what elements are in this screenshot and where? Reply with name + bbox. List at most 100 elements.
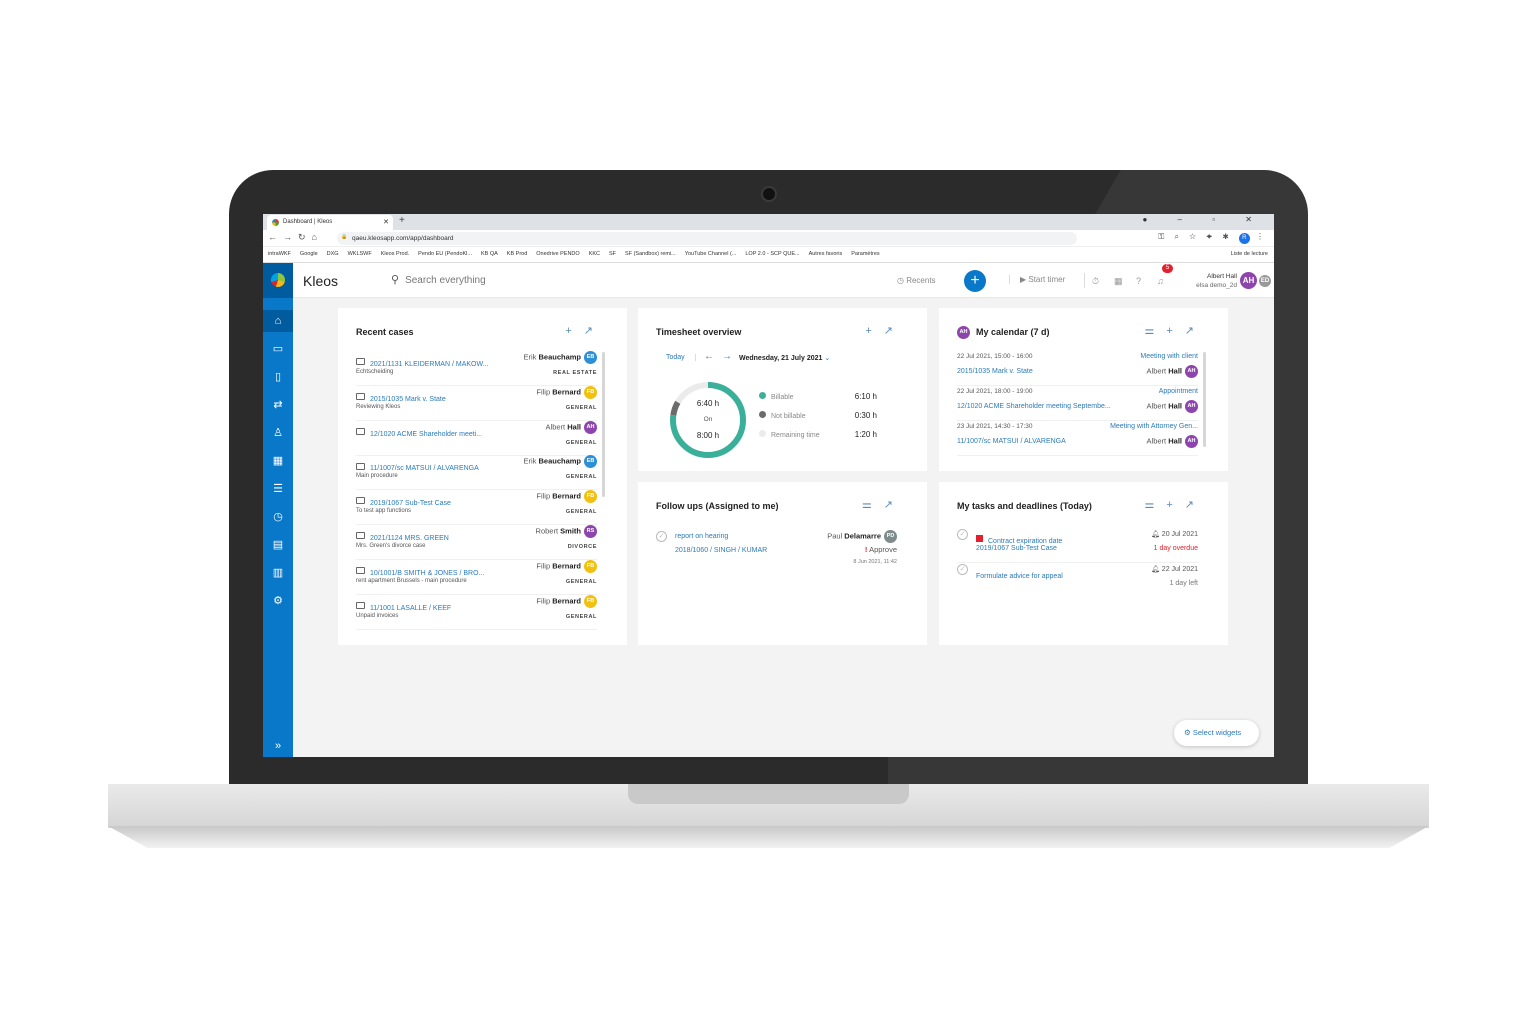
case-row[interactable]: 12/1020 ACME Shareholder meeti... Albert…: [356, 420, 597, 456]
add-button[interactable]: +: [964, 270, 986, 292]
case-link[interactable]: 11/1001 LASALLE / KEEF: [370, 604, 452, 612]
nav-buttons[interactable]: ←→↻⌂: [268, 232, 323, 242]
widget-actions[interactable]: +↗: [565, 324, 605, 337]
kleos-logo[interactable]: [263, 263, 293, 298]
case-description: Echtscheiding: [356, 369, 394, 375]
browser-tab[interactable]: Dashboard | Kleos ✕: [267, 215, 393, 230]
bookmark-item[interactable]: DXG: [326, 251, 339, 257]
followup-item[interactable]: ✓ report on hearing 2018/1060 / SINGH / …: [656, 530, 897, 570]
task-item[interactable]: ✓ Formulate advice for appeal 🔔︎ 22 Jul …: [957, 563, 1198, 598]
window-controls[interactable]: ● – ▫ ✕: [1142, 215, 1266, 224]
case-link[interactable]: 2021/1131 KLEIDERMAN / MAKOW...: [370, 361, 489, 368]
followup-title[interactable]: report on hearing: [675, 533, 729, 540]
case-row[interactable]: 11/1001 LASALLE / KEEF Unpaid invoices F…: [356, 594, 597, 630]
user-avatar[interactable]: AH: [1240, 272, 1257, 289]
home-icon[interactable]: ⌂: [263, 310, 293, 332]
task-item[interactable]: ✓ Contract expiration date 2019/1067 Sub…: [957, 528, 1198, 563]
timer-icon[interactable]: ◷: [273, 511, 283, 523]
case-row[interactable]: 2021/1131 KLEIDERMAN / MAKOW... Echtsche…: [356, 351, 597, 386]
scrollbar[interactable]: [602, 352, 605, 497]
check-circle-icon[interactable]: ✓: [957, 564, 968, 575]
reading-list[interactable]: Liste de lecture: [1230, 251, 1268, 257]
bookmark-item[interactable]: Google: [299, 251, 318, 257]
case-link[interactable]: 2021/1124 MRS. GREEN: [370, 535, 449, 542]
task-case-link[interactable]: 2019/1067 Sub-Test Case: [976, 545, 1057, 552]
folder-icon: [356, 393, 365, 401]
task-title[interactable]: Contract expiration date: [988, 538, 1063, 545]
contact-icon[interactable]: ♙: [273, 427, 283, 439]
bookmark-item[interactable]: Pendo EU (PendoKl...: [418, 251, 472, 257]
priority-flag-icon: [976, 535, 983, 543]
document-icon[interactable]: ▯: [274, 371, 282, 383]
billing-icon[interactable]: ▤: [272, 539, 284, 551]
search-input[interactable]: ⚲ Search everything: [391, 274, 486, 286]
widget-actions[interactable]: ⚌↗: [862, 498, 905, 511]
case-row[interactable]: 2019/1067 Sub-Test Case To test app func…: [356, 490, 597, 526]
bookmark-item[interactable]: KB QA: [480, 251, 498, 257]
transfer-icon[interactable]: ⇄: [273, 399, 283, 411]
bell-icon[interactable]: ♫: [1157, 276, 1164, 286]
bookmark-item[interactable]: intraWKF: [268, 251, 291, 257]
expand-icon[interactable]: »: [274, 740, 282, 752]
followup-case-link[interactable]: 2018/1060 / SINGH / KUMAR: [675, 547, 768, 554]
check-circle-icon[interactable]: ✓: [656, 531, 667, 542]
folder-icon[interactable]: ▭: [272, 343, 284, 355]
stopwatch-icon[interactable]: ⏱: [1092, 276, 1100, 286]
select-widgets-button[interactable]: ⚙ Select widgets: [1174, 720, 1259, 746]
today-button[interactable]: Today: [666, 354, 696, 361]
bookmark-item[interactable]: YouTube Channel (...: [684, 251, 737, 257]
help-icon[interactable]: ?: [1136, 276, 1142, 286]
check-circle-icon[interactable]: ✓: [957, 529, 968, 540]
close-tab-icon[interactable]: ✕: [383, 219, 389, 226]
calendar-icon[interactable]: ▦: [1114, 276, 1123, 286]
task-title[interactable]: Formulate advice for appeal: [976, 573, 1063, 580]
case-link[interactable]: 12/1020 ACME Shareholder meeti...: [370, 430, 483, 438]
event-subject[interactable]: Meeting with Attorney Gen...: [1110, 422, 1198, 430]
widget-actions[interactable]: ⚌+↗: [1144, 498, 1206, 511]
scrollbar[interactable]: [1203, 352, 1206, 447]
profile-avatar[interactable]: R: [1238, 233, 1250, 244]
case-row[interactable]: 11/1007/sc MATSUI / ALVARENGA Main proce…: [356, 455, 597, 491]
event-subject[interactable]: Appointment: [1158, 387, 1198, 395]
case-link[interactable]: 2019/1067 Sub-Test Case: [370, 500, 451, 508]
calendar-item[interactable]: 23 Jul 2021, 14:30 - 17:30 Meeting with …: [957, 421, 1198, 456]
event-case-link[interactable]: 11/1007/sc MATSUI / ALVARENGA: [957, 437, 1066, 445]
bookmark-item[interactable]: Kleos Prod.: [380, 251, 410, 257]
event-case-link[interactable]: 2015/1035 Mark v. State: [957, 368, 1033, 375]
bookmark-item[interactable]: Autres favoris: [808, 251, 843, 257]
bookmark-item[interactable]: SF (Sandbox) remi...: [625, 251, 676, 257]
case-row[interactable]: 10/1001/B SMITH & JONES / BRO... rent ap…: [356, 559, 597, 595]
expand-icon: ↗: [1184, 499, 1206, 511]
bookmark-item[interactable]: SF: [609, 251, 617, 257]
settings-icon[interactable]: ⚙: [273, 595, 283, 607]
bookmark-item[interactable]: KKC: [588, 251, 600, 257]
bookmark-item[interactable]: Paramètres: [851, 251, 880, 257]
user-info[interactable]: Albert Hall elsa demo_2d: [1196, 273, 1237, 289]
url-field[interactable]: qaeu.kleosapp.com/app/dashboard: [337, 232, 1077, 245]
widget-actions[interactable]: ⚌+↗: [1144, 324, 1206, 337]
reports-icon[interactable]: ▥: [272, 567, 284, 579]
calendar-item[interactable]: 22 Jul 2021, 18:00 - 19:00 Appointment 1…: [957, 386, 1198, 421]
bookmark-item[interactable]: LOP 2.0 - SCP QUE...: [745, 251, 800, 257]
tasks-icon[interactable]: ☰: [273, 483, 283, 495]
date-picker[interactable]: Wednesday, 21 July 2021 ⌄: [739, 355, 831, 362]
date-nav-arrows[interactable]: ←→: [704, 351, 740, 362]
case-row[interactable]: 2015/1035 Mark v. State Reviewing Kleos …: [356, 385, 597, 421]
calendar-icon[interactable]: ▦: [272, 455, 284, 467]
case-link[interactable]: 11/1007/sc MATSUI / ALVARENGA: [370, 465, 479, 473]
case-row[interactable]: 2021/1124 MRS. GREEN Mrs. Green's divorc…: [356, 525, 597, 560]
bookmark-item[interactable]: WKLSWF: [347, 251, 372, 257]
widget-actions[interactable]: +↗: [865, 324, 905, 337]
start-timer-button[interactable]: ▶ Start timer: [1009, 275, 1065, 284]
case-link[interactable]: 2015/1035 Mark v. State: [370, 395, 446, 403]
calendar-item[interactable]: 22 Jul 2021, 15:00 - 16:00 Meeting with …: [957, 351, 1198, 386]
case-link[interactable]: 10/1001/B SMITH & JONES / BRO...: [370, 569, 485, 577]
browser-toolbar-icons[interactable]: ⚿ ⌕ ☆ ✦ ✱ R ⋮: [1158, 232, 1268, 244]
recents-button[interactable]: ◷ Recents: [897, 276, 936, 285]
new-tab-button[interactable]: +: [399, 215, 405, 226]
secondary-avatar[interactable]: ED: [1258, 274, 1272, 288]
bookmark-item[interactable]: KB Prod: [506, 251, 528, 257]
bookmark-item[interactable]: Onedrive PENDO: [536, 251, 580, 257]
event-case-link[interactable]: 12/1020 ACME Shareholder meeting Septemb…: [957, 402, 1111, 410]
event-subject[interactable]: Meeting with client: [1140, 353, 1198, 360]
